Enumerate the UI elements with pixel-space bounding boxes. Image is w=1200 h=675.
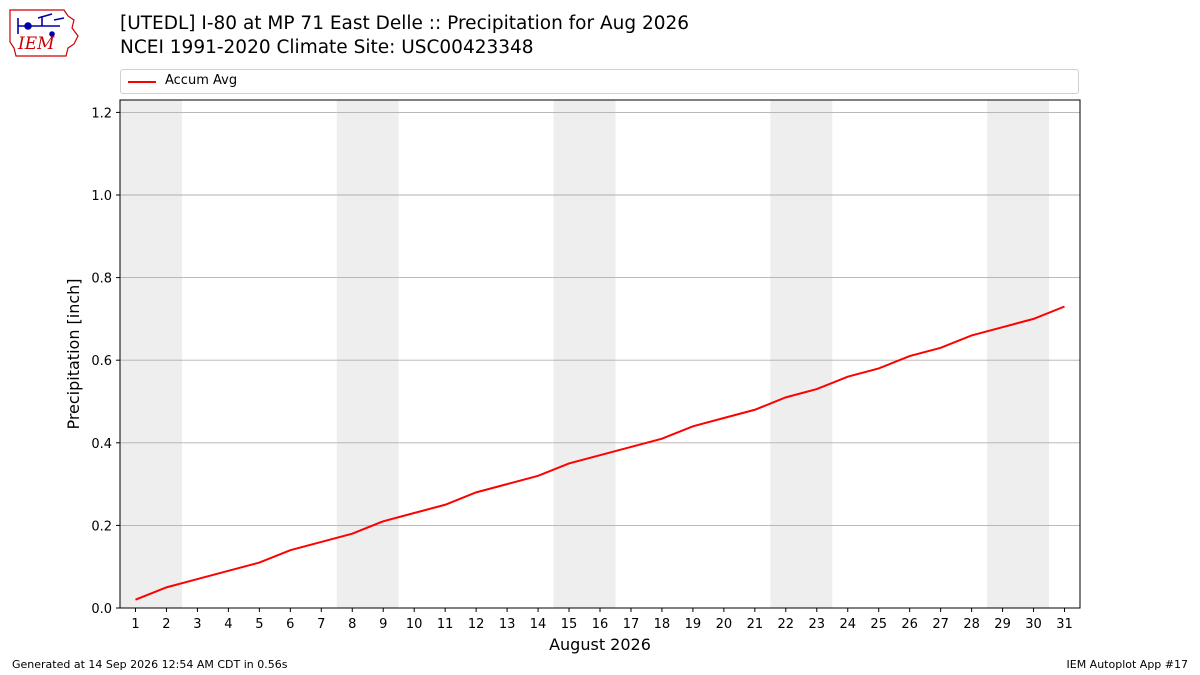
chart-subtitle: NCEI 1991-2020 Climate Site: USC00423348 (120, 37, 534, 58)
weekend-band-5 (987, 100, 1050, 608)
x-tick-label: 13 (499, 617, 516, 632)
weekend-band-1 (120, 100, 182, 608)
x-tick-label: 10 (406, 617, 423, 632)
x-tick-label: 9 (379, 617, 387, 632)
x-tick-label: 16 (592, 617, 609, 632)
x-tick-label: 26 (901, 617, 918, 632)
x-tick-label: 14 (530, 617, 547, 632)
y-tick-label: 0.4 (91, 437, 112, 452)
x-tick-label: 12 (468, 617, 485, 632)
iem-logo: IEM (8, 6, 80, 58)
x-tick-label: 2 (162, 617, 170, 632)
chart-title: [UTEDL] I-80 at MP 71 East Delle :: Prec… (120, 13, 690, 34)
x-tick-label: 17 (623, 617, 640, 632)
iem-iowa-logo-icon (9, 9, 79, 57)
x-tick-label: 1 (131, 617, 139, 632)
x-tick-label: 28 (963, 617, 980, 632)
x-tick-label: 22 (778, 617, 795, 632)
autoplot-app-label: IEM Autoplot App #17 (1066, 658, 1189, 671)
x-tick-label: 21 (747, 617, 764, 632)
generated-timestamp: Generated at 14 Sep 2026 12:54 AM CDT in… (12, 658, 288, 671)
x-tick-label: 19 (685, 617, 702, 632)
y-tick-label: 0.2 (91, 519, 112, 534)
x-tick-label: 18 (654, 617, 671, 632)
iem-logo-text: IEM (18, 34, 55, 54)
x-tick-label: 11 (437, 617, 454, 632)
x-tick-label: 29 (994, 617, 1011, 632)
x-axis-label: August 2026 (549, 635, 651, 654)
weekend-band-3 (553, 100, 616, 608)
legend-label-accum-avg: Accum Avg (165, 73, 238, 88)
chart-legend: Accum Avg (120, 69, 1079, 94)
x-tick-label: 8 (348, 617, 356, 632)
y-axis-label: Precipitation [inch] (64, 278, 83, 429)
x-tick-label: 30 (1025, 617, 1042, 632)
x-tick-label: 7 (317, 617, 325, 632)
x-tick-label: 31 (1056, 617, 1073, 632)
x-tick-label: 23 (809, 617, 826, 632)
series-line-accum-avg (135, 305, 1065, 601)
weekend-band-2 (336, 100, 399, 608)
plot-frame (119, 99, 1081, 609)
x-tick-label: 24 (839, 617, 856, 632)
x-tick-label: 3 (193, 617, 201, 632)
x-tick-label: 25 (870, 617, 887, 632)
weekend-band-4 (770, 100, 833, 608)
x-tick-label: 5 (255, 617, 263, 632)
y-tick-label: 0.6 (91, 354, 112, 369)
y-tick-label: 1.2 (91, 106, 112, 121)
x-tick-label: 27 (932, 617, 949, 632)
x-tick-label: 15 (561, 617, 578, 632)
x-tick-label: 4 (224, 617, 232, 632)
y-tick-label: 0.8 (91, 272, 112, 287)
y-tick-label: 1.0 (91, 189, 112, 204)
x-tick-label: 6 (286, 617, 294, 632)
legend-swatch-accum-avg (128, 81, 156, 83)
x-tick-label: 20 (716, 617, 733, 632)
y-tick-label: 0.0 (91, 602, 112, 617)
